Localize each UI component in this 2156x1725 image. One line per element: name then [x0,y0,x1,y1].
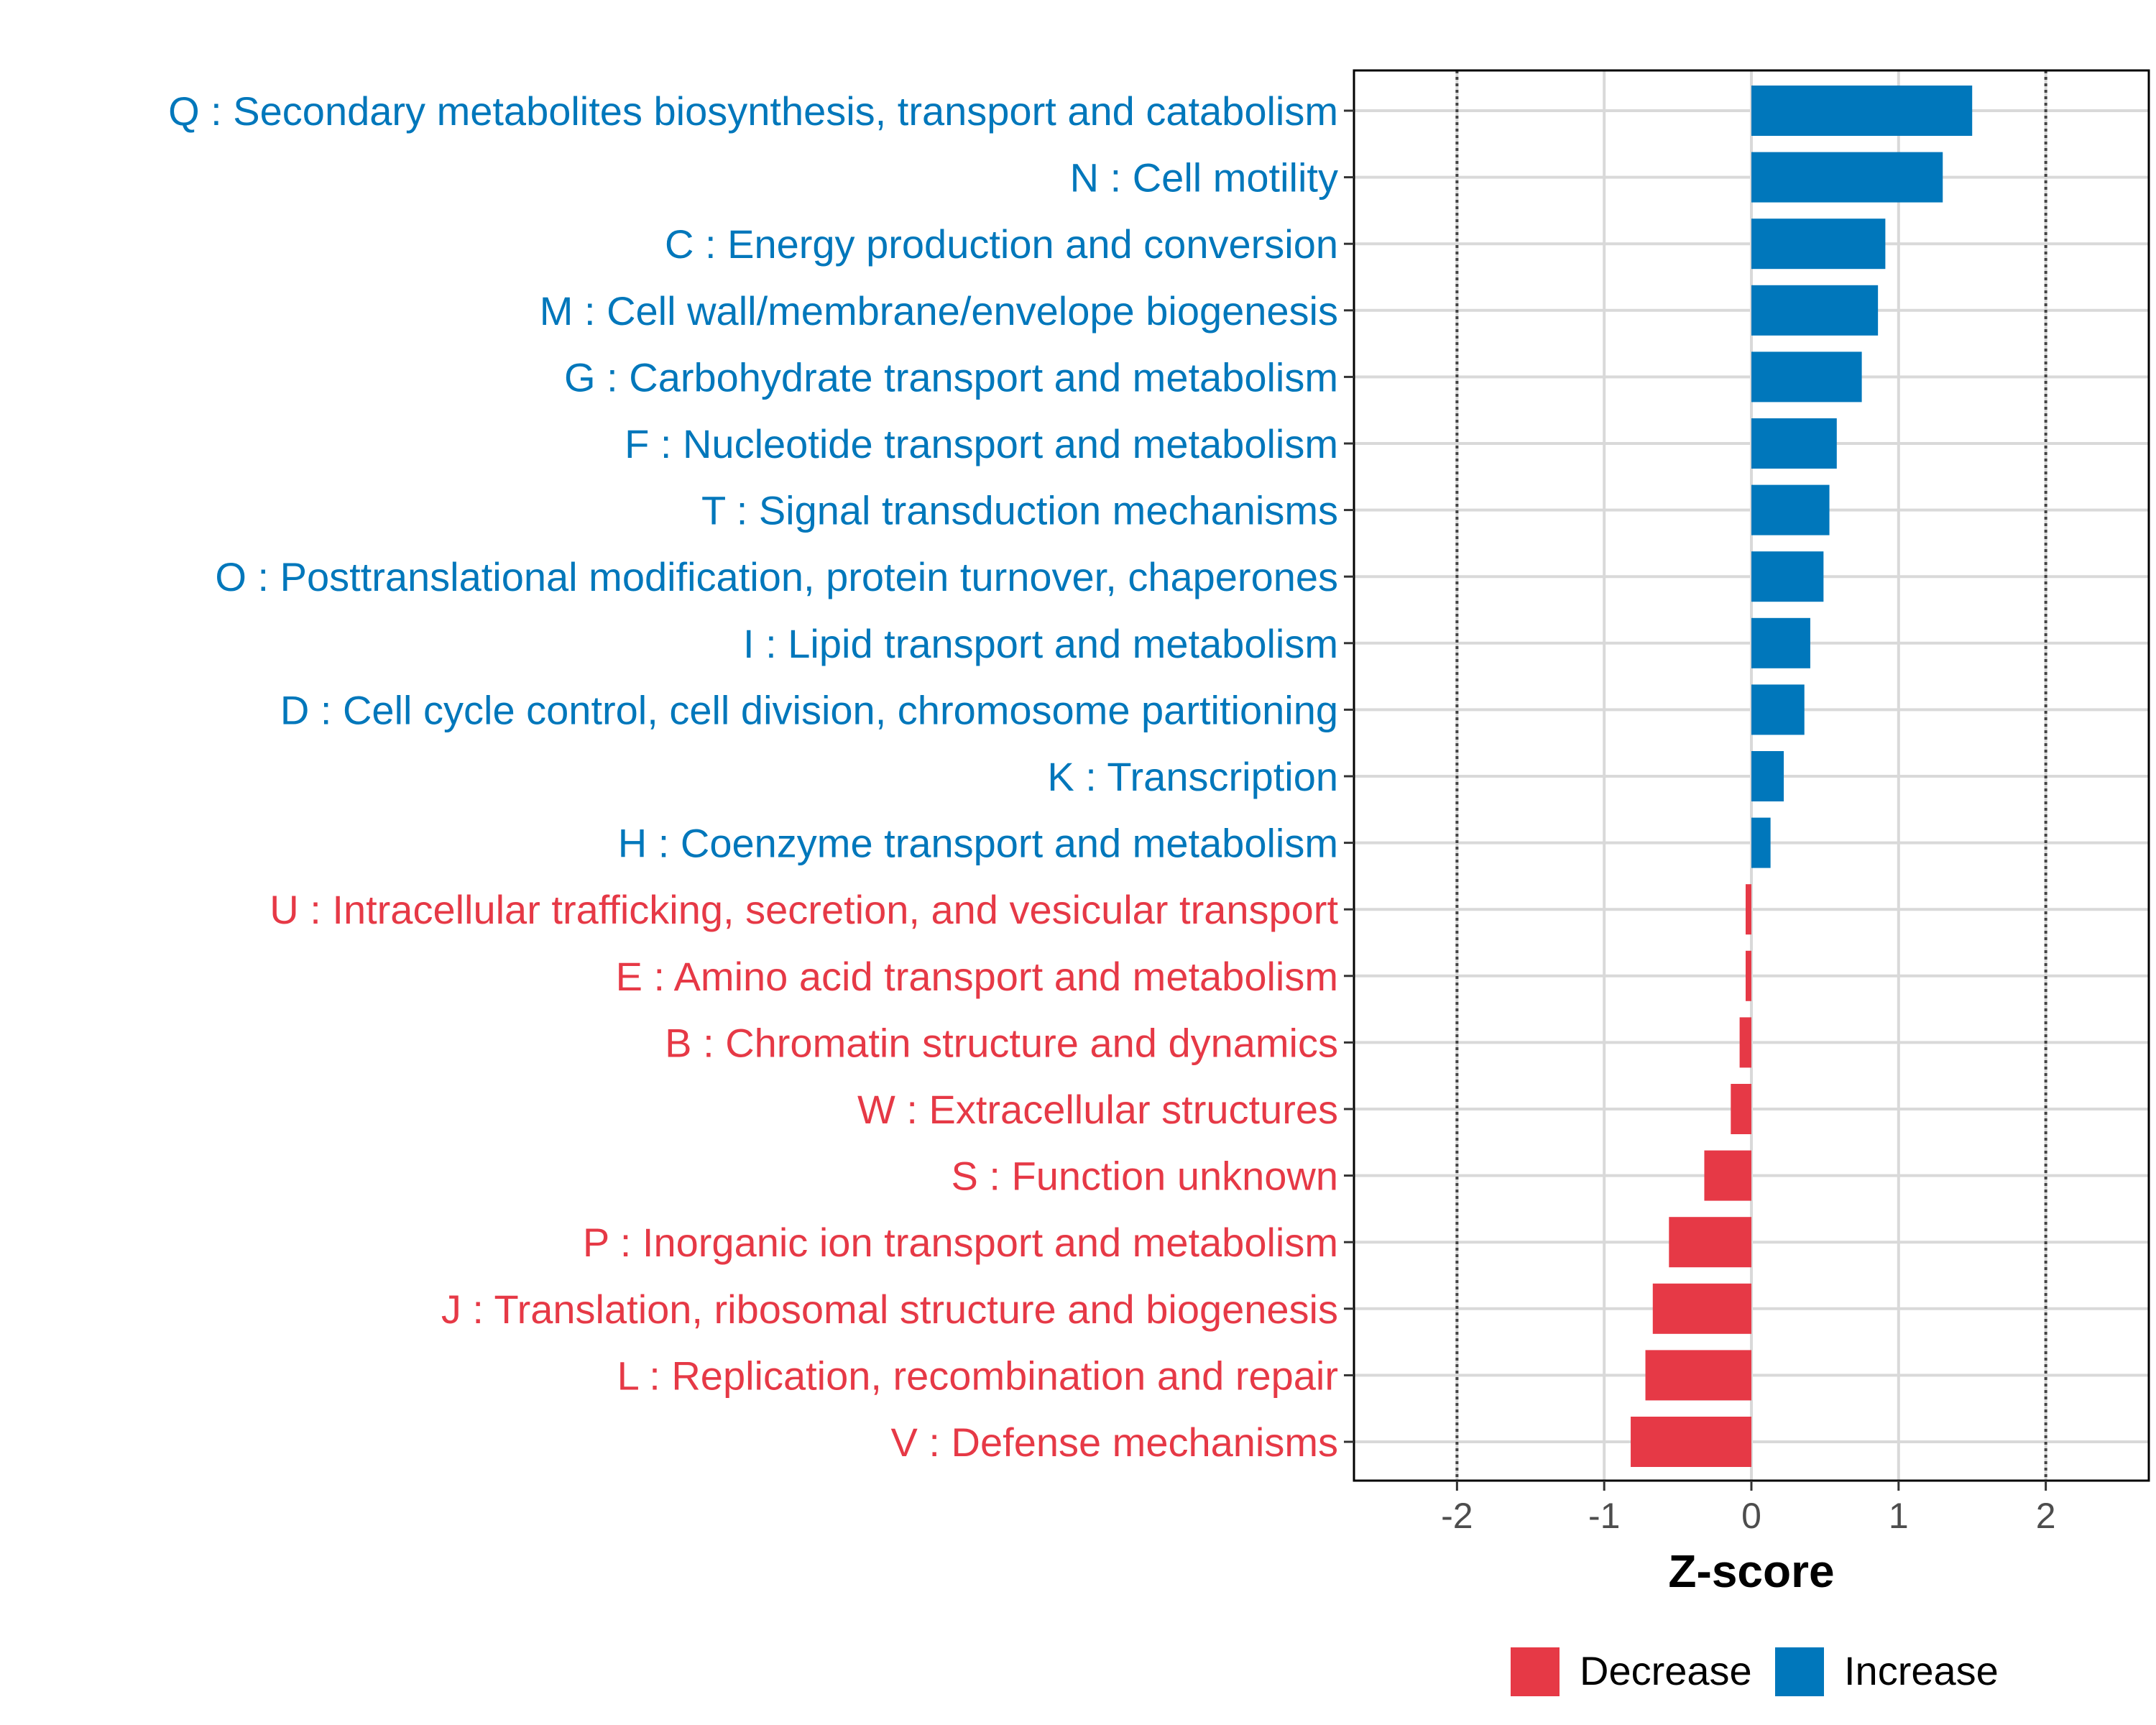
category-label: Q : Secondary metabolites biosynthesis, … [168,88,1338,134]
x-tick-label: 0 [1741,1496,1761,1536]
bars [1631,86,1973,1467]
y-axis-labels: Q : Secondary metabolites biosynthesis, … [168,88,1338,1465]
bar [1645,1350,1751,1401]
category-label: O : Posttranslational modification, prot… [215,554,1338,599]
category-label: M : Cell wall/membrane/envelope biogenes… [540,288,1338,334]
x-axis-ticks [1455,1481,2047,1491]
legend-label: Increase [1844,1648,1999,1693]
category-label: U : Intracellular trafficking, secretion… [270,887,1338,932]
x-tick-label: -2 [1441,1496,1473,1536]
legend: Decrease Increase [1511,1647,1999,1696]
category-label: T : Signal transduction mechanisms [701,488,1338,533]
category-label: E : Amino acid transport and metabolism [616,954,1338,999]
category-label: I : Lipid transport and metabolism [743,621,1338,666]
bar [1746,950,1751,1001]
category-label: B : Chromatin structure and dynamics [665,1020,1338,1065]
bar [1751,418,1837,469]
category-label: V : Defense mechanisms [891,1420,1338,1465]
x-axis-tick-labels: -2 -1 0 1 2 [1441,1496,2055,1536]
bar [1731,1084,1751,1134]
bar [1746,884,1751,935]
bar [1669,1217,1751,1268]
category-label: H : Coenzyme transport and metabolism [618,821,1338,866]
legend-key [1775,1647,1824,1696]
x-tick-label: -1 [1588,1496,1620,1536]
category-label: G : Carbohydrate transport and metabolis… [564,354,1338,400]
x-tick-label: 2 [2036,1496,2056,1536]
category-label: K : Transcription [1047,754,1338,799]
bar [1751,86,1973,136]
category-label: C : Energy production and conversion [665,221,1338,267]
category-label: J : Translation, ribosomal structure and… [441,1287,1338,1332]
bar [1751,152,1943,203]
bar [1739,1017,1751,1068]
category-label: D : Cell cycle control, cell division, c… [280,687,1338,732]
bar [1751,817,1771,868]
bar [1652,1283,1751,1334]
category-label: L : Replication, recombination and repai… [617,1353,1338,1398]
bar [1751,351,1862,402]
bar [1751,285,1879,336]
category-label: S : Function unknown [951,1154,1338,1199]
x-tick-label: 1 [1889,1496,1909,1536]
category-label: N : Cell motility [1070,155,1338,201]
bar [1704,1150,1751,1201]
y-axis-ticks [1344,109,1354,1443]
bar [1751,751,1784,801]
legend-key [1511,1647,1560,1696]
category-label: F : Nucleotide transport and metabolism [625,421,1338,466]
bar [1751,617,1810,668]
x-axis-title: Z-score [1668,1545,1834,1597]
legend-label: Decrease [1580,1648,1752,1693]
category-label: W : Extracellular structures [857,1087,1338,1132]
reference-lines [1455,70,2047,1481]
bar [1751,684,1805,735]
bar [1751,218,1886,270]
bar [1751,551,1824,602]
category-label: P : Inorganic ion transport and metaboli… [583,1220,1338,1265]
bar [1751,484,1830,535]
bar [1631,1417,1751,1467]
